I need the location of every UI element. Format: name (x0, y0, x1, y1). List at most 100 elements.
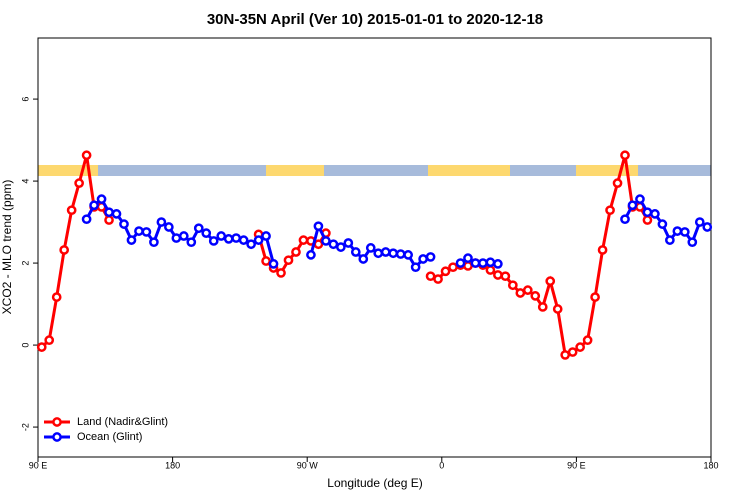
data-point (171, 233, 182, 243)
data-point (537, 302, 548, 312)
data-point (582, 335, 593, 346)
data-point (425, 252, 436, 262)
data-point (395, 249, 406, 259)
y-tick-label: -2 (20, 423, 30, 431)
data-point (238, 235, 249, 245)
data-point (470, 258, 481, 268)
legend-label: Land (Nadir&Glint) (77, 416, 168, 428)
data-point (313, 221, 324, 232)
data-point (620, 150, 630, 161)
x-tick-label: 90 E (29, 460, 48, 470)
data-point (530, 291, 541, 301)
data-point (433, 274, 443, 284)
x-tick-label: 180 (165, 460, 180, 470)
land-band (266, 165, 324, 176)
data-point (261, 256, 271, 266)
data-point (81, 150, 92, 161)
x-tick-label: 180 (703, 460, 718, 470)
data-point (51, 292, 62, 302)
y-axis-label: XCO2 - MLO trend (ppm) (0, 180, 14, 315)
data-point (350, 247, 361, 257)
data-point (590, 292, 600, 302)
data-point (96, 194, 107, 204)
data-point (575, 342, 585, 352)
data-point (373, 248, 384, 259)
ocean-band (38, 165, 711, 176)
data-point (522, 285, 533, 295)
y-tick-label: 0 (20, 343, 30, 348)
data-point (567, 347, 578, 357)
data-point (44, 335, 55, 346)
data-point (343, 238, 354, 248)
data-point (223, 234, 234, 244)
land-band (38, 165, 98, 176)
data-point (463, 261, 473, 271)
data-point (231, 233, 242, 243)
data-point (126, 235, 137, 245)
data-point (59, 245, 70, 255)
land-mask-band (38, 165, 711, 176)
data-point (642, 207, 653, 218)
data-point (81, 214, 92, 225)
data-point (261, 231, 271, 241)
legend-marker (52, 432, 62, 442)
data-point (627, 200, 638, 211)
data-point (455, 258, 466, 268)
data-point (156, 217, 167, 227)
data-point (702, 222, 713, 232)
data-point (104, 207, 114, 218)
data-point (306, 250, 316, 260)
data-point (493, 270, 503, 280)
data-point (268, 259, 279, 269)
data-point (485, 265, 496, 275)
data-point (448, 262, 458, 273)
land-band (428, 165, 510, 176)
data-point (178, 231, 189, 241)
data-point (679, 227, 690, 237)
data-point (134, 226, 144, 236)
data-point (665, 235, 675, 245)
data-point (358, 254, 369, 264)
data-point (463, 253, 473, 264)
data-point (36, 342, 47, 352)
data-point (545, 276, 556, 286)
data-point (149, 237, 159, 248)
legend-marker (52, 417, 62, 427)
legend-label: Ocean (Glint) (77, 431, 142, 443)
data-point (298, 235, 309, 245)
data-point (276, 268, 286, 278)
data-point (119, 219, 129, 229)
data-point (418, 254, 428, 264)
data-point (612, 178, 623, 188)
plot-frame (37, 37, 712, 458)
data-point (291, 247, 301, 257)
data-point (104, 215, 114, 225)
x-tick-label: 0 (439, 460, 444, 470)
data-point (478, 258, 488, 268)
y-tick-label: 6 (20, 97, 30, 102)
data-point (440, 266, 451, 277)
x-tick-label: 90 E (567, 460, 586, 470)
data-point (657, 219, 668, 229)
data-point (201, 228, 212, 239)
data-point (694, 217, 705, 227)
data-point (493, 259, 503, 269)
data-point (208, 236, 219, 246)
x-axis-label: Longitude (deg E) (327, 476, 422, 490)
data-point (74, 178, 84, 188)
data-point (410, 262, 421, 273)
data-point (186, 237, 197, 248)
data-point (246, 239, 256, 250)
data-point (485, 257, 496, 268)
data-point (507, 280, 518, 291)
data-point (216, 231, 227, 241)
data-point (141, 227, 152, 237)
data-point (380, 247, 391, 257)
data-point (164, 222, 174, 232)
data-point (403, 250, 413, 260)
data-point (515, 288, 526, 298)
data-point (283, 255, 294, 266)
data-point (388, 248, 399, 259)
data-point (605, 205, 615, 216)
